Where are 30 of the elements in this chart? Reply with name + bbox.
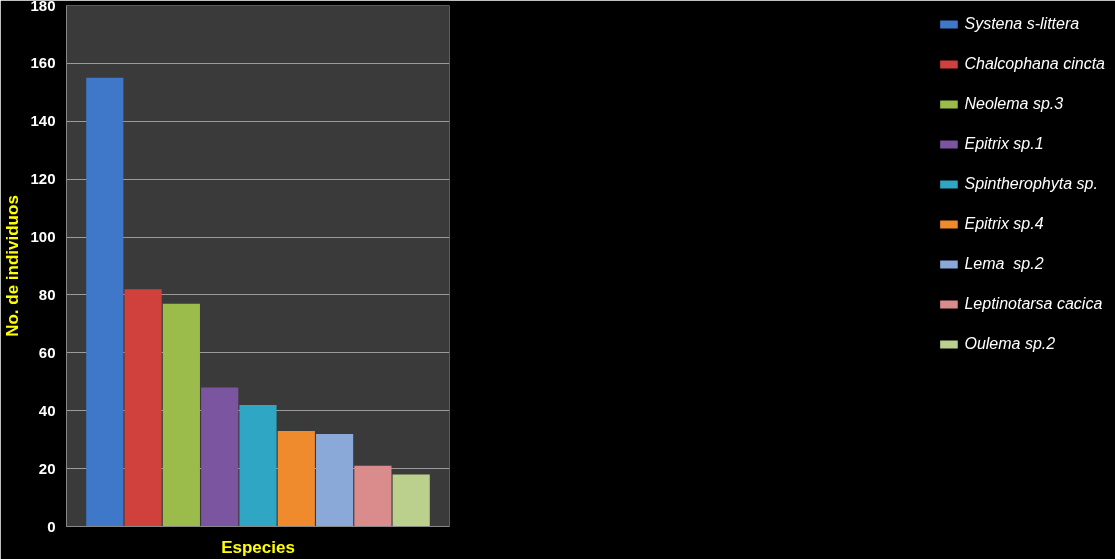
y-tick-label: 0 xyxy=(47,517,56,535)
bar xyxy=(201,387,239,527)
y-tick-label: 160 xyxy=(30,54,56,72)
bar xyxy=(277,430,315,527)
legend-label: Spintherophyta sp. xyxy=(964,175,1098,193)
y-tick-label: 100 xyxy=(30,228,56,246)
bar xyxy=(392,474,430,527)
y-axis-title: No. de individuos xyxy=(3,195,23,337)
bar xyxy=(354,465,392,527)
bar xyxy=(86,77,124,527)
y-tick-label: 120 xyxy=(30,170,56,188)
legend-label: Neolema sp.3 xyxy=(964,95,1064,113)
legend-label: Epitrix sp.4 xyxy=(964,215,1044,233)
legend-label: Oulema sp.2 xyxy=(964,335,1056,353)
y-tick-label: 140 xyxy=(30,112,56,130)
y-tick-label: 60 xyxy=(38,343,56,361)
legend-label: Epitrix sp.1 xyxy=(964,135,1044,153)
bar xyxy=(124,289,162,527)
legend-label: Chalcophana cincta xyxy=(964,55,1105,73)
bar xyxy=(239,404,277,527)
y-tick-label: 80 xyxy=(38,285,56,303)
bar xyxy=(316,433,354,527)
legend-label: Leptinotarsa cacica xyxy=(964,295,1103,313)
y-tick-label: 180 xyxy=(30,0,56,14)
y-tick-label: 20 xyxy=(38,459,56,477)
bar xyxy=(162,303,200,527)
x-axis-title: Especies xyxy=(221,537,295,557)
legend-label: Systena s-littera xyxy=(964,15,1080,33)
y-tick-label: 40 xyxy=(38,401,56,419)
legend-label: Lema sp.2 xyxy=(964,255,1044,273)
